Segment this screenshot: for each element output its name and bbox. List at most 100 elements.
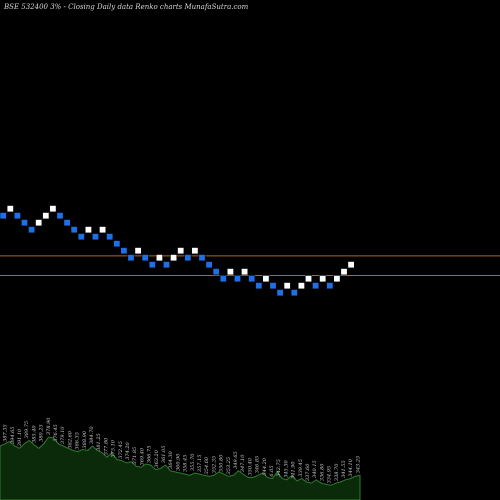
down-brick — [184, 254, 192, 262]
volume-label: 353.25 — [226, 457, 232, 475]
up-brick — [297, 282, 305, 290]
up-brick — [191, 247, 199, 255]
volume-label: 350.40 — [247, 457, 253, 475]
up-brick — [177, 247, 185, 255]
volume-label: 391.10 — [17, 428, 23, 446]
volume-label: 361.05 — [161, 446, 167, 464]
down-brick — [92, 233, 100, 241]
volume-labels: 387.35 394.65 391.10 389.75 385.40 380.25 378.… — [3, 417, 362, 484]
up-brick — [340, 268, 348, 276]
volume-label: 371.85 — [132, 447, 138, 465]
volume-label: 377.80 — [103, 437, 109, 455]
up-brick — [226, 268, 234, 276]
volume-label: 387.35 — [3, 424, 9, 442]
volume-label: 357.15 — [197, 455, 203, 473]
volume-area — [0, 436, 361, 500]
volume-label: 375.10 — [111, 439, 117, 457]
up-brick — [304, 275, 312, 283]
volume-label: 352.35 — [211, 456, 217, 474]
volume-label: 350.80 — [219, 454, 225, 472]
down-brick — [255, 282, 263, 290]
up-brick — [347, 261, 355, 269]
volume-label: 380.25 — [39, 424, 45, 442]
down-brick — [276, 289, 284, 297]
volume-label: 342.75 — [276, 459, 282, 477]
volume-label: 378.90 — [46, 417, 52, 435]
down-brick — [70, 226, 78, 234]
down-brick — [312, 282, 320, 290]
volume-label: 389.75 — [24, 421, 30, 439]
volume-label: 372.45 — [118, 441, 124, 459]
volume-label: 358.45 — [183, 455, 189, 473]
down-brick — [219, 275, 227, 283]
volume-label: 394.65 — [10, 427, 16, 445]
up-brick — [42, 212, 50, 220]
up-brick — [35, 219, 43, 227]
down-brick — [326, 282, 334, 290]
up-brick — [319, 275, 327, 283]
down-brick — [269, 282, 277, 290]
down-brick — [290, 289, 298, 297]
up-brick — [241, 268, 249, 276]
volume-label: 388.90 — [82, 430, 88, 448]
down-brick — [120, 247, 128, 255]
up-brick — [6, 205, 14, 213]
volume-label: 384.70 — [89, 426, 95, 444]
volume-label: 341.55 — [341, 460, 347, 478]
down-brick — [148, 261, 156, 269]
down-brick — [20, 219, 28, 227]
up-brick — [99, 226, 107, 234]
down-brick — [198, 254, 206, 262]
volume-label: 340.15 — [312, 460, 318, 478]
volume-label: 354.60 — [204, 456, 210, 474]
volume-label: 338.70 — [334, 463, 340, 481]
up-brick — [283, 282, 291, 290]
up-brick — [155, 254, 163, 262]
volume-label: 366.75 — [147, 446, 153, 464]
chart-title: BSE 532400 3% - Closing Daily data Renko… — [3, 3, 249, 11]
up-brick — [262, 275, 270, 283]
volume-label: 382.60 — [67, 430, 73, 448]
volume-label: 339.45 — [298, 459, 304, 477]
volume-label: 376.45 — [53, 424, 59, 442]
volume-label: 386.35 — [75, 432, 81, 450]
down-brick — [113, 240, 121, 248]
volume-label: 385.40 — [31, 425, 37, 443]
down-brick — [248, 275, 256, 283]
volume-label: 336.80 — [319, 463, 325, 481]
renko-bricks — [0, 205, 355, 297]
down-brick — [212, 268, 220, 276]
down-brick — [13, 212, 21, 220]
volume-label: 374.20 — [125, 441, 131, 459]
down-brick — [77, 233, 85, 241]
down-brick — [205, 261, 213, 269]
up-brick — [170, 254, 178, 262]
down-brick — [141, 254, 149, 262]
down-brick — [127, 254, 135, 262]
volume-label: 345.30 — [283, 459, 289, 477]
volume-label: 341.90 — [291, 461, 297, 479]
volume-label: 379.10 — [60, 426, 66, 444]
volume-label: 334.95 — [327, 466, 333, 484]
volume-label: 6.05 — [269, 465, 275, 476]
volume-label: 344.20 — [262, 457, 268, 475]
volume-label: 343.25 — [355, 456, 361, 474]
volume-label: 381.25 — [96, 433, 102, 451]
down-brick — [63, 219, 71, 227]
volume-label: 360.90 — [175, 453, 181, 471]
volume-label: 346.85 — [255, 456, 261, 474]
volume-label: 364.30 — [168, 450, 174, 468]
down-brick — [0, 212, 7, 220]
down-brick — [106, 233, 114, 241]
up-brick — [49, 205, 57, 213]
volume-label: 363.20 — [154, 449, 160, 467]
volume-label: 347.10 — [240, 454, 246, 472]
down-brick — [56, 212, 64, 220]
down-brick — [163, 261, 171, 269]
up-brick — [134, 247, 142, 255]
down-brick — [234, 275, 242, 283]
volume-label: 355.70 — [190, 453, 196, 471]
volume-label: 344.10 — [348, 458, 354, 476]
up-brick — [84, 226, 92, 234]
